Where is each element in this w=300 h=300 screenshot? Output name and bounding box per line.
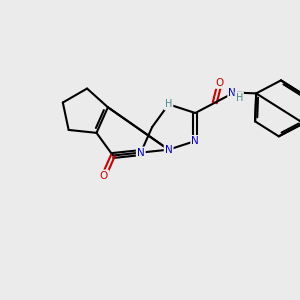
Text: N: N	[165, 145, 172, 155]
Text: O: O	[216, 78, 224, 88]
Text: H: H	[236, 92, 243, 103]
Text: O: O	[100, 171, 108, 181]
Text: N: N	[228, 88, 236, 98]
Text: N: N	[137, 148, 145, 158]
Text: H: H	[165, 99, 172, 109]
Text: N: N	[191, 136, 199, 146]
